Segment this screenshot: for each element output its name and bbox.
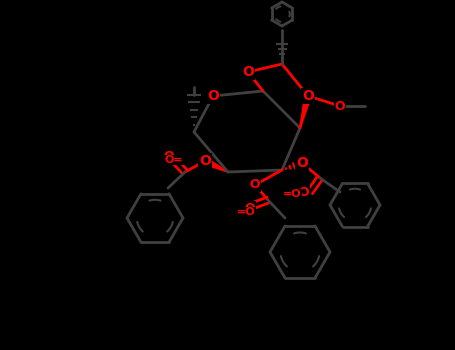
Text: O: O bbox=[199, 154, 211, 168]
Text: O: O bbox=[298, 186, 309, 198]
Text: O: O bbox=[302, 89, 314, 103]
Text: O: O bbox=[296, 156, 308, 170]
Text: O: O bbox=[163, 149, 174, 162]
Text: O: O bbox=[207, 89, 219, 103]
Text: O=: O= bbox=[165, 155, 183, 165]
Text: =O: =O bbox=[237, 207, 255, 217]
Text: =O: =O bbox=[283, 189, 301, 199]
Text: O: O bbox=[242, 65, 254, 79]
Polygon shape bbox=[203, 158, 228, 173]
Text: O: O bbox=[335, 99, 345, 112]
Polygon shape bbox=[299, 95, 312, 128]
Text: O: O bbox=[245, 202, 255, 215]
Text: O: O bbox=[250, 178, 260, 191]
